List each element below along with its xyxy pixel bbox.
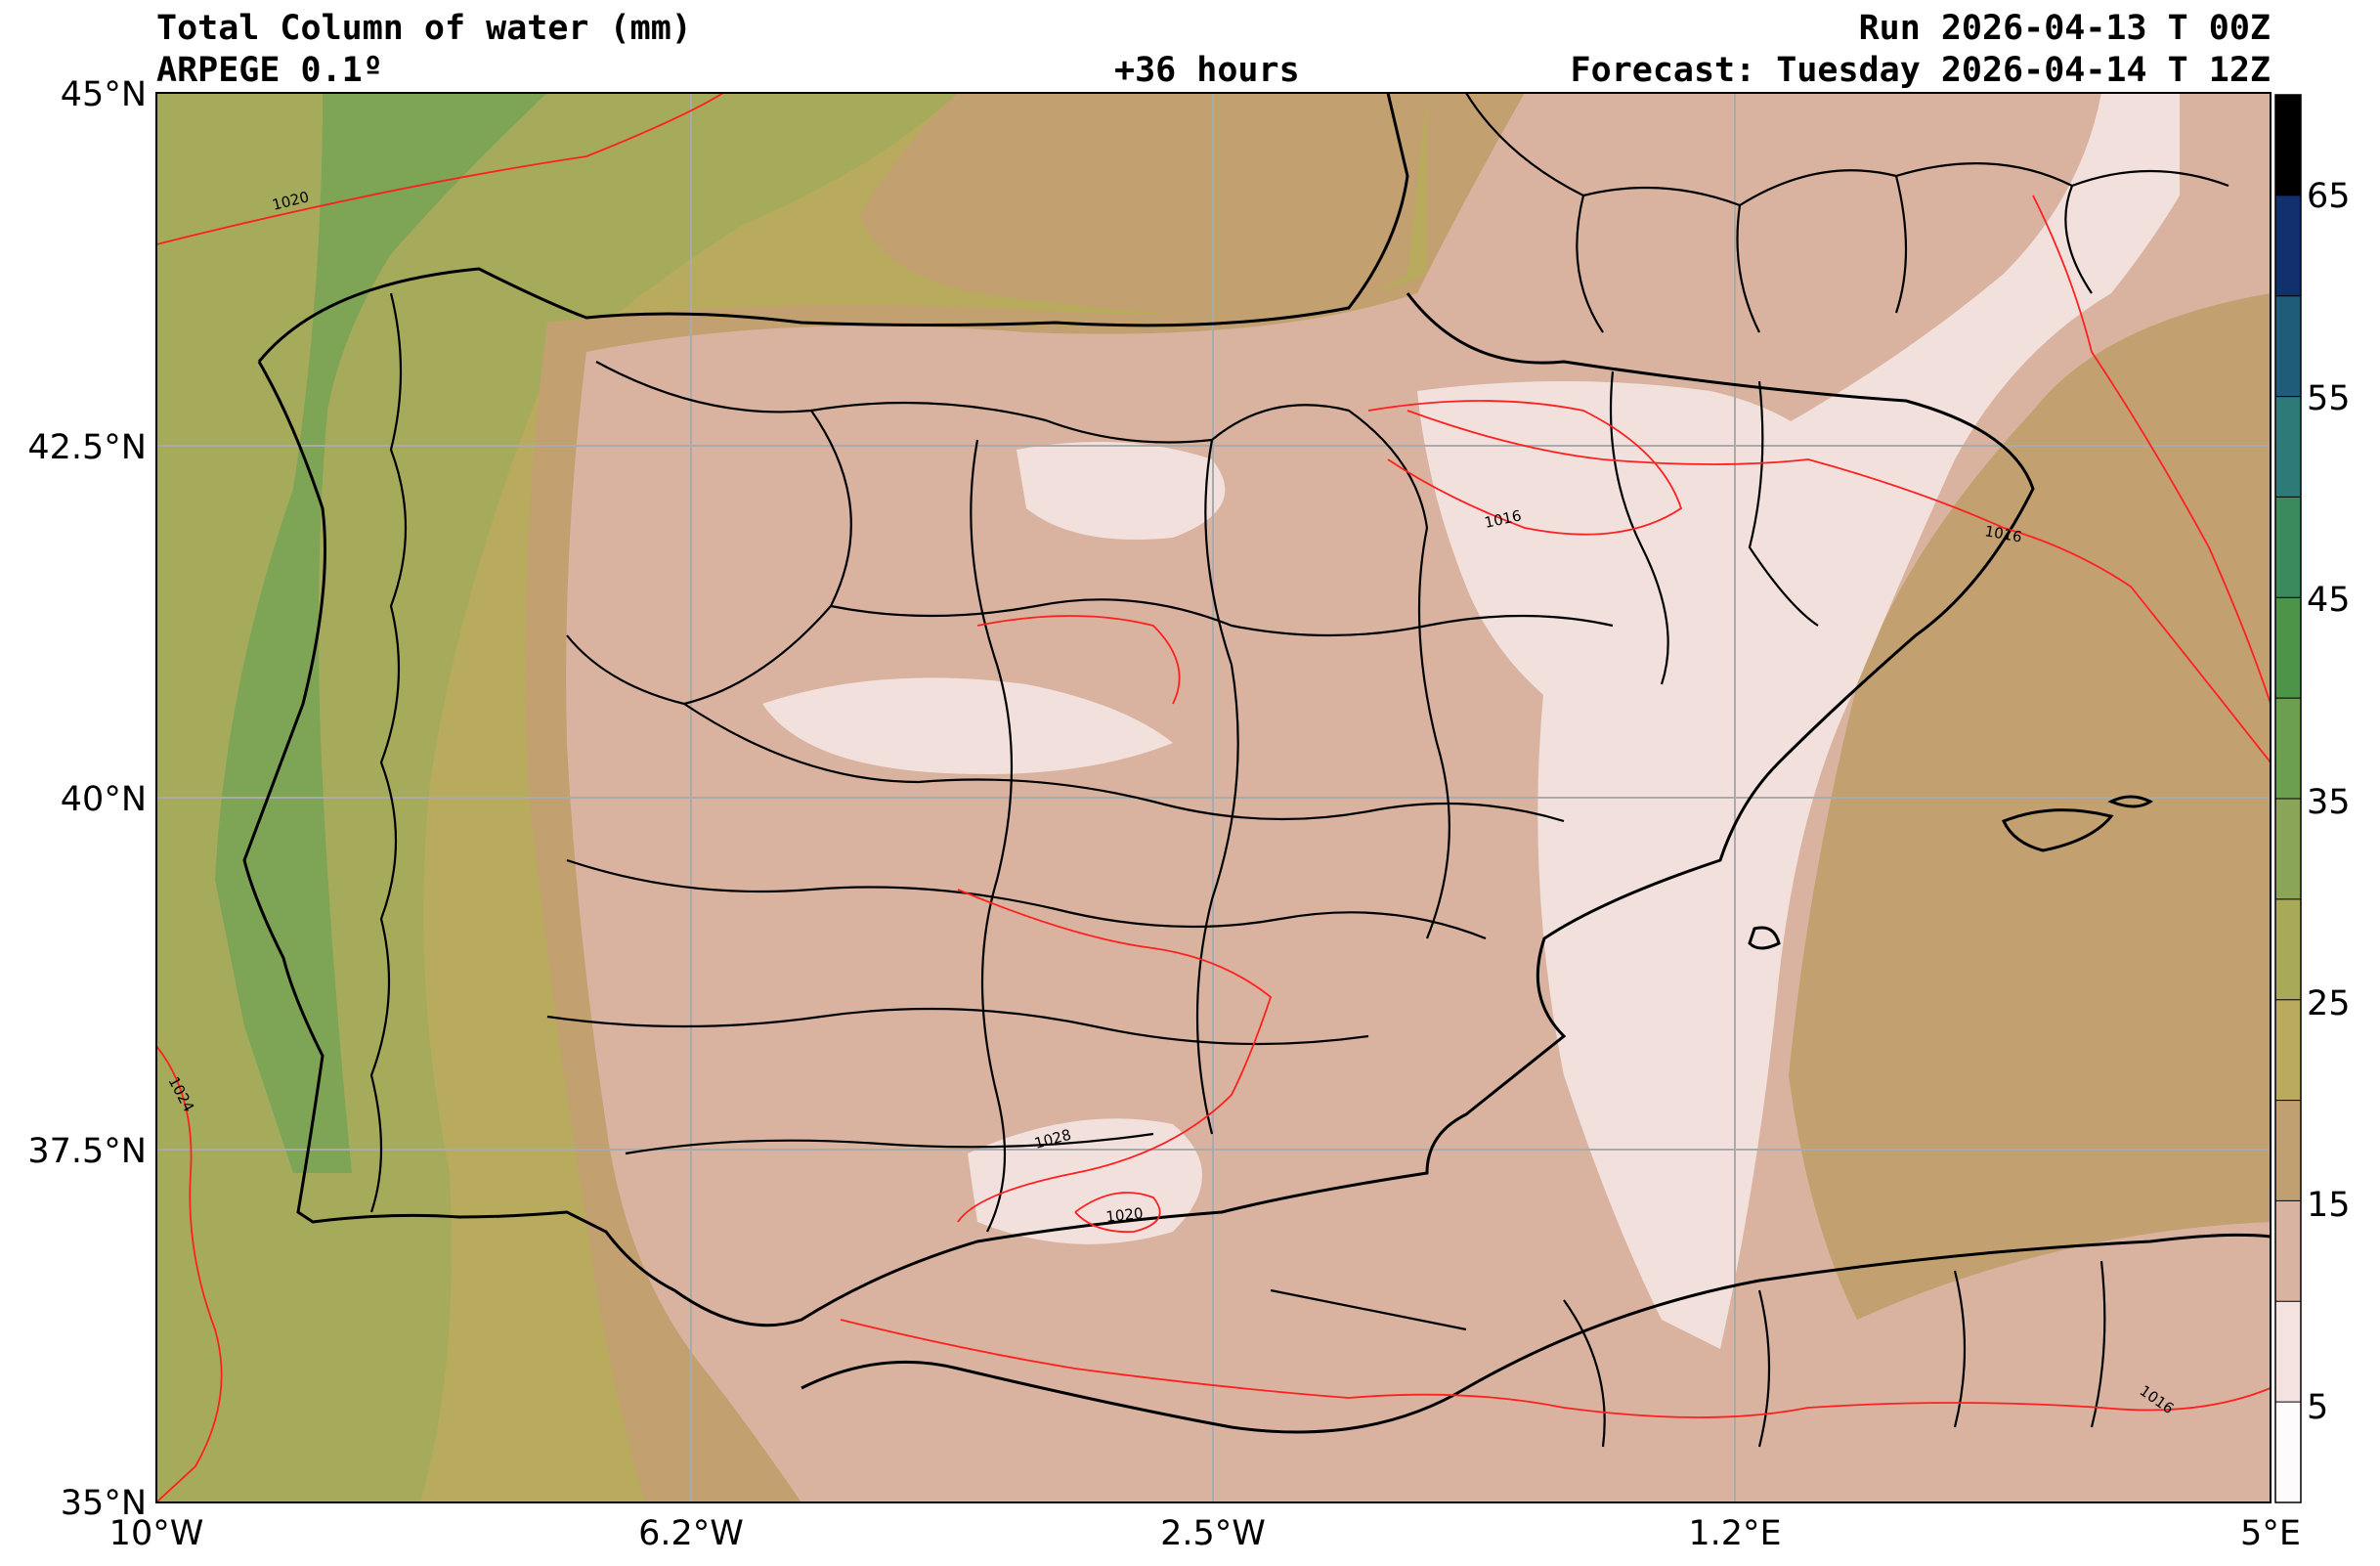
colorbar-segment [2275,1301,2301,1403]
lon-tick-label: 5°E [2240,1514,2301,1553]
colorbar-segment [2275,1100,2301,1201]
north-africa-coastline [801,1233,2271,1434]
colorbar-segment [2275,295,2301,398]
colorbar [2274,94,2302,1503]
lat-tick-label: 45°N [61,75,147,114]
graticule [156,93,2271,1502]
colorbar-segment [2275,95,2301,196]
colorbar-tick-label: 55 [2307,379,2351,418]
lat-tick-label: 35°N [61,1484,147,1523]
northern-light-patch [1017,442,1226,540]
plot-frame [155,92,2272,1503]
balearic-islands [1748,795,2153,950]
colorbar-tick-label: 5 [2307,1388,2328,1427]
map-title: Total Column of water (mm) [156,9,692,48]
colorbar-frame [2274,94,2302,1503]
colorbar-labels: 65 55 45 35 25 15 5 [2307,177,2351,1427]
colorbar-segment [2275,999,2301,1102]
biscay-brown-area [860,93,1427,323]
central-light-patch [762,677,1173,774]
colorbar-segment [2275,497,2301,598]
lon-tick-label: 10°W [109,1514,204,1553]
mediterranean-dry-area [1525,93,2180,1349]
colorbar-segment [2275,799,2301,900]
colorbar-segment [2275,1402,2301,1503]
isobar-label-1020-south: 1020 [1105,1204,1145,1226]
colorbar-segment [2275,698,2301,800]
colorbar-segment [2275,195,2301,297]
forecast-label: Forecast: Tuesday 2026-04-14 T 12Z [1570,51,2271,90]
colorbar-segment [2275,1200,2301,1302]
colorbar-tick-label: 25 [2307,984,2351,1023]
admin-borders [369,93,2229,1448]
colorbar-segment [2275,898,2301,1001]
lon-tick-label: 2.5°W [1160,1514,1266,1553]
atlantic-green-band [215,93,547,1173]
run-label: Run 2026-04-13 T 00Z [1858,9,2271,48]
lead-time-label: +36 hours [1114,51,1300,90]
lat-tick-label: 42.5°N [27,428,147,467]
lat-tick-label: 40°N [61,780,147,819]
colorbar-tick-label: 65 [2307,177,2351,216]
colorbar-tick-label: 15 [2307,1186,2351,1225]
map-plot-area: 1020 1016 1016 1024 1028 1020 1016 [156,93,2271,1502]
colorbar-tick-label: 35 [2307,783,2351,822]
model-label: ARPEGE 0.1º [156,51,383,90]
ebro-light-area [1417,381,1857,757]
lat-axis-ticks: 45°N 42.5°N 40°N 37.5°N 35°N [27,75,147,1523]
colorbar-tick-label: 45 [2307,581,2351,620]
lat-tick-label: 37.5°N [27,1132,147,1171]
isobar-lines [156,93,2271,1502]
lon-tick-label: 6.2°W [638,1514,744,1553]
lon-axis-ticks: 10°W 6.2°W 2.5°W 1.2°E 5°E [109,1514,2301,1553]
lon-tick-label: 1.2°E [1688,1514,1781,1553]
colorbar-segment [2275,396,2301,498]
colorbar-segment [2275,597,2301,699]
